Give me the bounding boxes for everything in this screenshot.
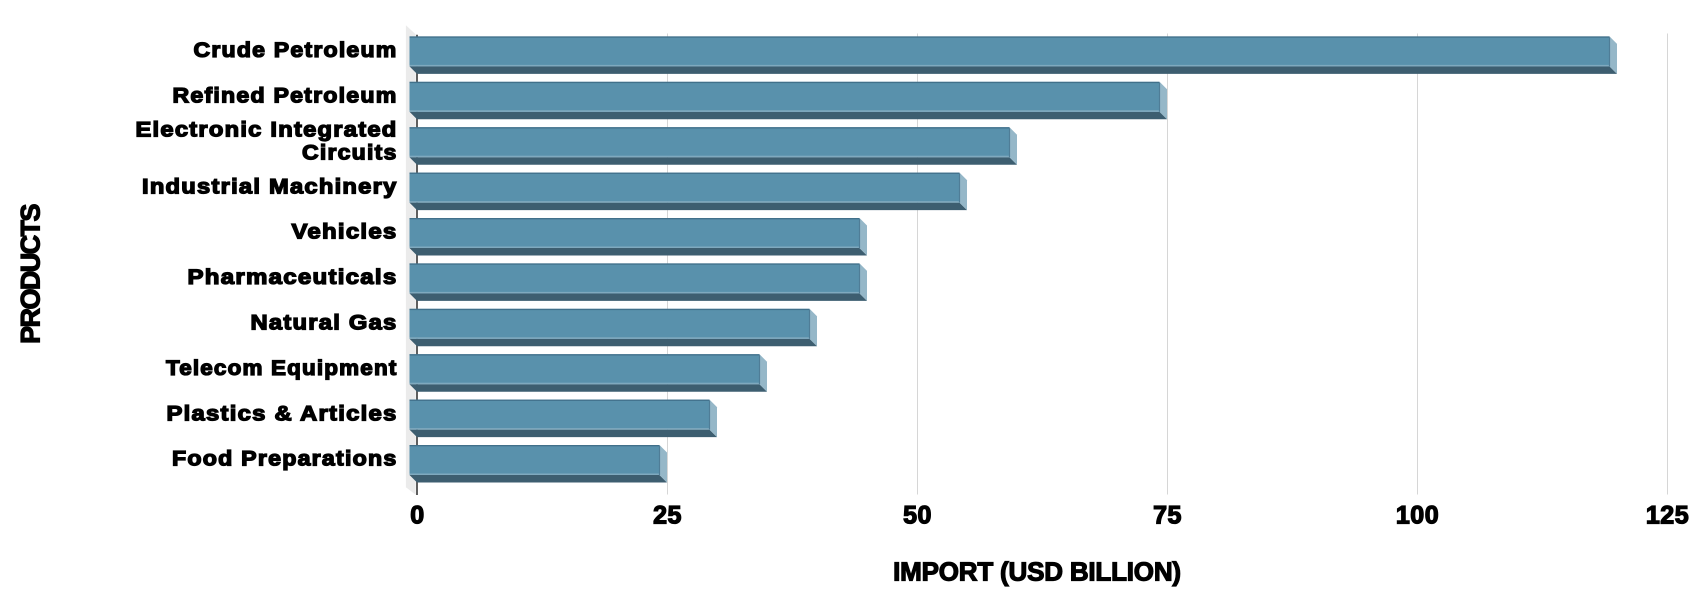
svg-text:Telecom Equipment: Telecom Equipment [166, 357, 398, 380]
svg-text:Refined Petroleum: Refined Petroleum [173, 85, 398, 108]
svg-text:Circuits: Circuits [302, 142, 398, 165]
svg-text:Food Preparations: Food Preparations [172, 448, 398, 471]
svg-text:0: 0 [410, 502, 424, 530]
svg-text:Electronic Integrated: Electronic Integrated [136, 118, 398, 141]
svg-text:Industrial Machinery: Industrial Machinery [142, 175, 398, 198]
svg-text:125: 125 [1646, 502, 1689, 530]
svg-text:Plastics & Articles: Plastics & Articles [167, 402, 398, 425]
svg-text:25: 25 [653, 502, 682, 530]
svg-text:50: 50 [903, 502, 932, 530]
svg-text:Crude Petroleum: Crude Petroleum [194, 39, 398, 62]
svg-text:Vehicles: Vehicles [292, 221, 398, 244]
svg-text:PRODUCTS: PRODUCTS [16, 205, 46, 344]
svg-text:100: 100 [1396, 502, 1439, 530]
svg-text:IMPORT (USD BILLION): IMPORT (USD BILLION) [893, 557, 1181, 587]
svg-text:Natural Gas: Natural Gas [251, 312, 398, 335]
svg-text:75: 75 [1153, 502, 1182, 530]
svg-text:Pharmaceuticals: Pharmaceuticals [188, 266, 398, 289]
